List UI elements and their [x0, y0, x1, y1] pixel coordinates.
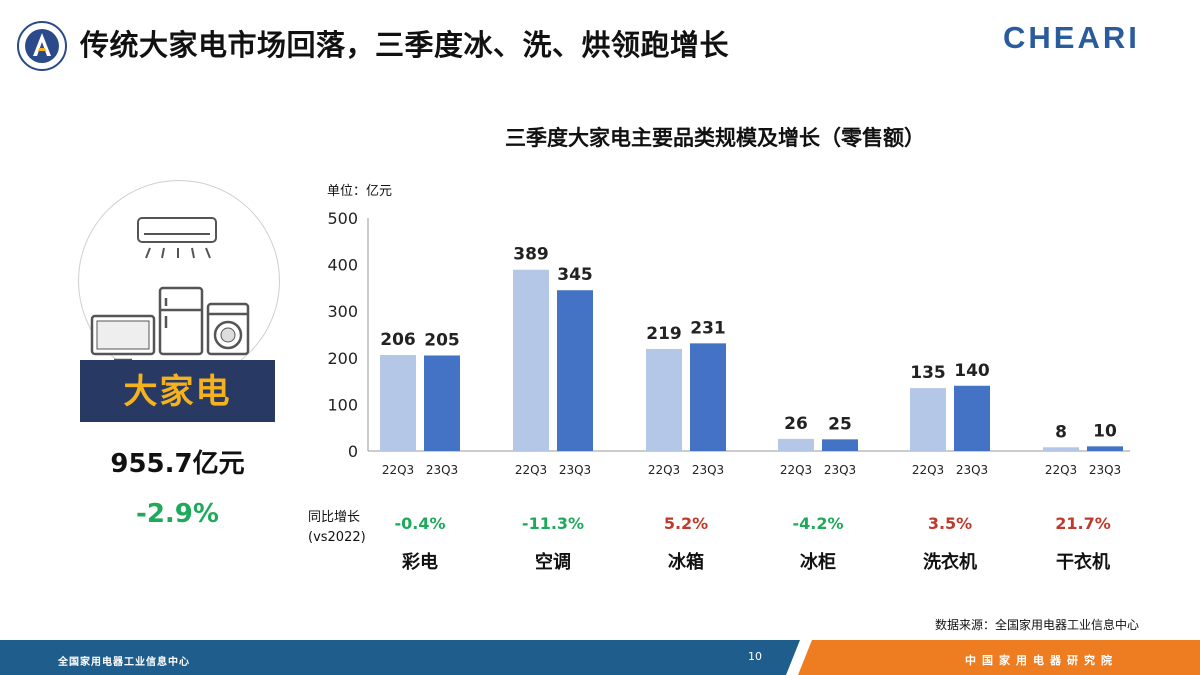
bar	[1087, 446, 1123, 451]
bar	[513, 269, 549, 451]
bar	[822, 439, 858, 451]
unit-label: 单位：亿元	[327, 184, 393, 199]
y-tick-label: 0	[348, 442, 358, 461]
summary-total: 955.7亿元	[110, 449, 245, 479]
washing-machine-icon	[206, 302, 250, 356]
bar	[778, 438, 814, 451]
data-label: 205	[424, 330, 460, 350]
summary-growth: -2.9%	[136, 499, 219, 529]
footer-right-text: 中国家用电器研究院	[965, 654, 1118, 667]
bar	[954, 385, 990, 451]
x-tick-label: 22Q3	[382, 463, 414, 477]
slide-title: 传统大家电市场回落，三季度冰、洗、烘领跑增长	[80, 28, 730, 62]
data-label: 10	[1093, 421, 1117, 441]
x-tick-label: 22Q3	[912, 463, 944, 477]
air-conditioner-icon	[137, 217, 217, 259]
bar	[910, 388, 946, 451]
data-label: 219	[646, 324, 682, 344]
yoy-value: -4.2%	[792, 514, 844, 533]
category-label: 冰柜	[800, 552, 836, 573]
yoy-caption-line: 同比增长	[308, 510, 361, 525]
x-tick-label: 22Q3	[648, 463, 680, 477]
source-note: 数据来源：全国家用电器工业信息中心	[935, 618, 1140, 632]
yoy-value: 5.2%	[663, 514, 709, 533]
y-tick-label: 100	[327, 395, 358, 414]
data-label: 140	[954, 361, 990, 381]
data-label: 135	[910, 363, 946, 383]
category-label: 冰箱	[668, 552, 704, 573]
x-tick-label: 22Q3	[515, 463, 547, 477]
data-label: 231	[690, 318, 726, 338]
yoy-value: -0.4%	[394, 514, 446, 533]
bar	[646, 348, 682, 451]
y-tick-label: 200	[327, 349, 358, 368]
chart-title: 三季度大家电主要品类规模及增长（零售额）	[505, 126, 925, 150]
x-tick-label: 23Q3	[1089, 463, 1121, 477]
data-label: 206	[380, 330, 416, 350]
x-tick-label: 22Q3	[1045, 463, 1077, 477]
yoy-value: 21.7%	[1055, 514, 1111, 533]
brand-logo: CHEARI	[1003, 20, 1140, 55]
yoy-caption-line: (vs2022)	[308, 530, 366, 545]
page-number: 10	[748, 650, 762, 663]
bar	[424, 355, 460, 451]
footer-left-text: 全国家用电器工业信息中心	[58, 657, 190, 668]
appliance-icons	[90, 217, 250, 362]
summary-label: 大家电	[123, 372, 232, 412]
x-tick-label: 23Q3	[559, 463, 591, 477]
y-tick-label: 300	[327, 302, 358, 321]
refrigerator-icon	[158, 286, 204, 356]
y-tick-label: 500	[327, 209, 358, 228]
bar	[1043, 447, 1079, 451]
data-label: 25	[828, 414, 852, 434]
x-tick-label: 23Q3	[956, 463, 988, 477]
category-label: 彩电	[402, 552, 438, 573]
x-tick-label: 23Q3	[692, 463, 724, 477]
yoy-value: -11.3%	[521, 514, 585, 533]
bar	[380, 355, 416, 451]
category-label: 洗衣机	[923, 552, 977, 573]
yoy-caption: 同比增长 (vs2022)	[308, 508, 366, 548]
tv-icon	[90, 314, 156, 362]
data-label: 389	[513, 245, 549, 265]
x-tick-label: 23Q3	[824, 463, 856, 477]
category-label: 干衣机	[1056, 552, 1110, 573]
institute-logo-icon	[17, 21, 67, 71]
y-tick-label: 400	[327, 256, 358, 275]
x-tick-label: 23Q3	[426, 463, 458, 477]
yoy-value: 3.5%	[927, 514, 973, 533]
category-label: 空调	[535, 552, 571, 573]
data-label: 8	[1055, 422, 1067, 442]
summary-banner	[80, 360, 275, 422]
footer-bar	[0, 640, 1200, 675]
x-tick-label: 22Q3	[780, 463, 812, 477]
data-label: 345	[557, 265, 593, 285]
bar	[557, 290, 593, 451]
bar	[690, 343, 726, 451]
data-label: 26	[784, 414, 808, 434]
